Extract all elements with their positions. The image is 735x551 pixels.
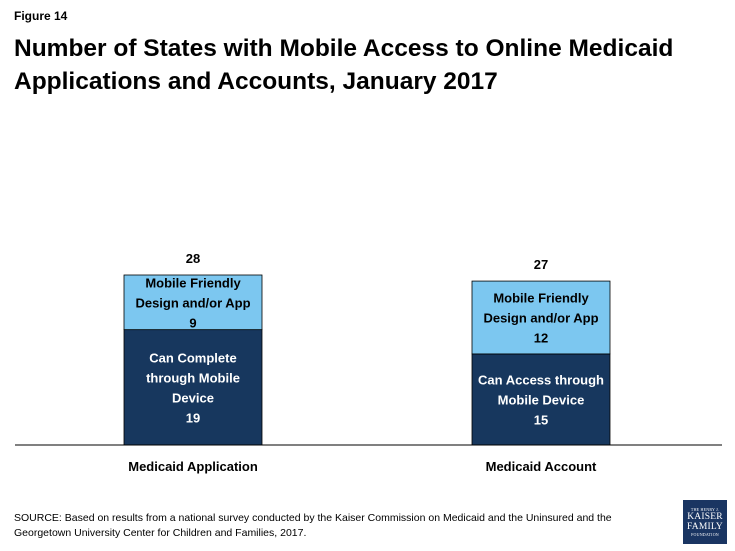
segment-text-label: through Mobile: [146, 370, 240, 385]
segment-text-label: Mobile Friendly: [493, 291, 589, 306]
figure-label: Figure 14: [14, 9, 68, 23]
segment-text-label: Can Access through: [478, 372, 604, 387]
logo-line-1: THE HENRY J.: [690, 507, 720, 512]
bar-segment-0-1: [123, 274, 263, 331]
segment-text-label: Can Complete: [149, 350, 236, 365]
segment-text-label: Mobile Device: [498, 392, 585, 407]
bar-segment-1-0: [471, 353, 611, 446]
category-label-0: Medicaid Application: [128, 459, 258, 474]
source-note: SOURCE: Based on results from a national…: [14, 512, 612, 539]
segment-value-label: 12: [534, 331, 548, 346]
segment-value-label: 15: [534, 412, 548, 427]
segment-text-label: Design and/or App: [483, 311, 598, 326]
logo-line-3: FAMILY: [687, 522, 723, 532]
segment-text-label: Device: [172, 390, 214, 405]
total-label-1: 27: [534, 257, 548, 272]
stacked-bar-chart: Can Complete through Mobile Device 19 Mobile…: [15, 251, 722, 474]
category-label-1: Medicaid Account: [486, 459, 597, 474]
chart-title: Number of States with Mobile Access to O…: [14, 35, 674, 95]
segment-text-label: Mobile Friendly: [145, 275, 241, 290]
total-label-0: 28: [186, 251, 200, 266]
segment-text-label: Design and/or App: [135, 295, 250, 310]
bar-segment-1-1: [471, 280, 611, 355]
segment-value-label: 9: [189, 315, 196, 330]
segment-value-label: 19: [186, 410, 200, 425]
kff-logo: THE HENRY J. KAISER FAMILY FOUNDATION: [683, 500, 727, 544]
logo-line-2: KAISER: [687, 512, 723, 522]
bar-segment-0-0: [123, 329, 263, 446]
logo-line-4: FOUNDATION: [691, 532, 719, 537]
